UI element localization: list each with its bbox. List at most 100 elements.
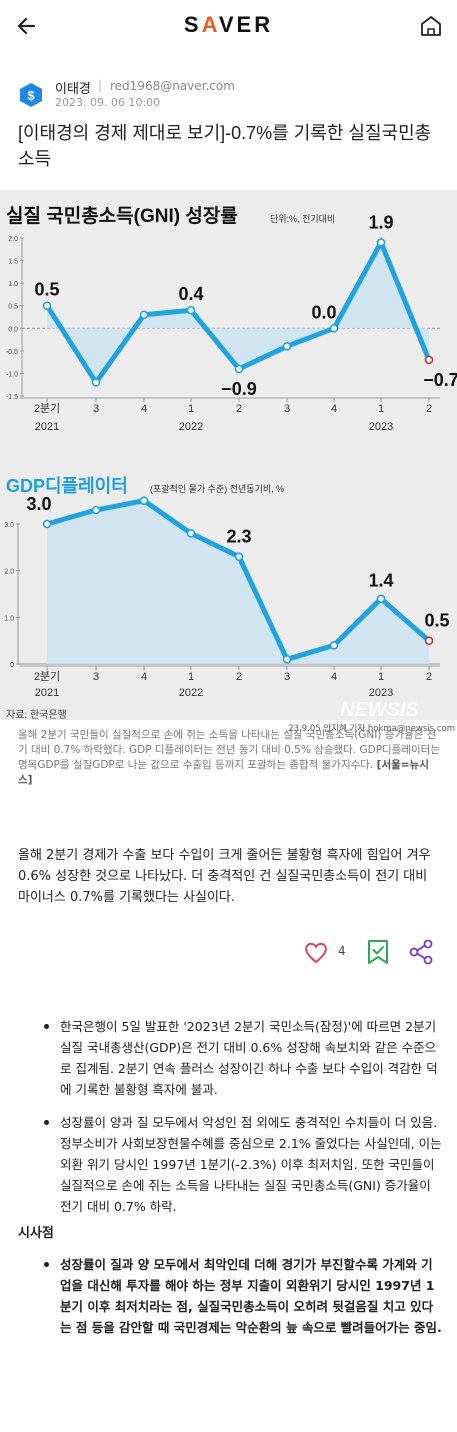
summary-item: 한국은행이 5일 발표한 '2023년 2분기 국민소득(잠정)'에 따르면 2… [44,1016,442,1100]
y-tick-label: 2.0 [8,236,18,243]
data-point [376,238,386,247]
author-info: $ 이태경 | red1968@naver.com 2023. 09. 06 1… [18,78,438,114]
data-label: 0.0 [311,302,336,322]
x-tick-label: 3 [284,671,290,683]
x-year-label: 2021 [35,687,59,699]
section-heading: 시사점 [18,1226,54,1241]
data-label: 0.5 [34,280,59,300]
logo-rest: VER [218,12,274,37]
chart1-title: 실질 국민총소득(GNI) 성장률 [6,205,238,227]
x-tick-label: 2 [426,403,432,415]
y-tick-label: 2.0 [4,569,14,576]
data-point [139,310,149,320]
x-tick-label: 1 [188,403,194,415]
data-label: 0.5 [424,611,449,631]
x-year-label: 2021 [35,421,59,433]
y-tick-label: 0 [10,662,14,669]
x-tick-label: 1 [378,671,384,683]
series-area [47,500,429,664]
home-button[interactable] [417,12,445,40]
like-button[interactable] [302,938,330,966]
data-point [42,301,52,311]
app-logo: SAVER [0,12,457,38]
summary-item: 성장률이 양과 질 모두에서 악성인 점 외에도 충격적인 수치들이 더 있음.… [44,1112,442,1217]
data-point [91,378,101,387]
like-count: 4 [338,944,346,958]
data-point [186,529,196,538]
data-point [282,655,292,664]
chart-source: 자료: 한국은행 [6,709,67,720]
x-tick-label: 2분기 [34,402,60,415]
svg-text:$: $ [27,88,35,103]
chart1-subtitle: 단위:%, 전기대비 [270,214,335,224]
data-point [91,505,101,515]
bookmark-icon [368,940,388,964]
x-tick-label: 4 [331,671,337,683]
data-point [186,305,196,315]
x-tick-label: 3 [93,403,99,415]
back-button[interactable] [14,12,44,40]
x-tick-label: 2분기 [34,670,60,683]
author-name[interactable]: 이태경 [55,82,91,97]
share-icon [409,939,433,965]
publish-date: 2023. 09. 06 10:00 [55,96,161,109]
y-tick-label: 0.5 [8,304,18,311]
data-point [424,355,434,365]
data-label: 1.9 [368,213,393,233]
x-tick-label: 4 [141,671,147,683]
photo-caption: 올해 2분기 국민들이 실질적으로 손에 쥐는 소득을 나타내는 실질 국민총소… [18,728,442,788]
infographic: 실질 국민총소득(GNI) 성장률 단위:%, 전기대비 2.0 1.5 1.0 0.… [0,190,457,721]
logo-prefix: S [183,12,202,37]
article-actions: 4 [300,938,440,968]
author-separator: | [98,78,103,92]
author-avatar-icon: $ [20,83,42,107]
y-tick-label: 1.0 [8,281,18,288]
x-year-label: 2022 [179,421,203,433]
chart1-plot: 2.0 1.5 1.0 0.5 0.0 -0.5 -1.0 -1.5 0.5 0.4 −0.9 0.0… [6,213,457,433]
x-tick-label: 2 [236,403,242,415]
watermark-logo: NEWSIS [340,699,420,720]
x-tick-label: 1 [188,671,194,683]
data-point [234,552,244,561]
x-year-label: 2023 [369,687,393,699]
data-label: 0.4 [178,284,203,304]
implications-list: 성장률이 질과 양 모두에서 최악인데 더해 경기가 부진할수록 가계와 기업을… [44,1254,442,1350]
data-point [329,641,339,650]
chart2-plot: 3.0 2.0 1.0 0 3.0 2.3 1.4 0.5 2분기 3 4 1 2 3 4 1 2 2021 202… [4,494,449,699]
y-tick-label: 0.0 [8,326,18,333]
author-email: red1968@naver.com [110,79,235,93]
bookmark-button[interactable] [366,938,390,966]
y-tick-label: 3.0 [4,522,14,529]
data-point [329,323,339,333]
top-bar: SAVER [0,0,457,52]
article-lead: 올해 2분기 경제가 수출 보다 수입이 크게 줄어든 불황형 흑자에 힘입어 … [18,848,431,905]
x-tick-label: 4 [141,403,147,415]
data-label: 2.3 [226,527,251,547]
x-tick-label: 1 [378,403,384,415]
data-point [234,364,244,374]
x-tick-label: 3 [284,403,290,415]
infographic-chart: 실질 국민총소득(GNI) 성장률 단위:%, 전기대비 2.0 1.5 1.0 0.… [4,205,457,721]
chart-credit: 23.9.05 안지혜 기자 hokma@newsis.com [288,724,455,734]
summary-list: 한국은행이 5일 발표한 '2023년 2분기 국민소득(잠정)'에 따르면 2… [44,1016,442,1229]
y-tick-label: -1.5 [6,394,18,401]
x-tick-label: 2 [236,671,242,683]
y-tick-label: 1.0 [4,615,14,622]
logo-accent: A [201,12,219,37]
data-point [376,594,386,603]
x-tick-label: 2 [426,671,432,683]
chart2-subtitle: (포괄적인 물가 수준) 전년동기비, % [150,483,284,494]
home-icon [421,16,441,36]
chart2-title: GDP디플레이터 [6,476,128,496]
data-point [424,636,434,645]
x-year-label: 2022 [179,687,203,699]
y-tick-label: -1.0 [6,371,18,378]
share-button[interactable] [408,938,434,966]
x-year-label: 2023 [369,421,393,433]
y-tick-label: 1.5 [8,259,18,266]
caption-source: [서울=뉴시스] [18,759,429,786]
series-area [47,242,429,383]
back-arrow-icon [17,17,36,35]
x-tick-label: 3 [93,671,99,683]
data-label: −0.7 [423,370,457,390]
